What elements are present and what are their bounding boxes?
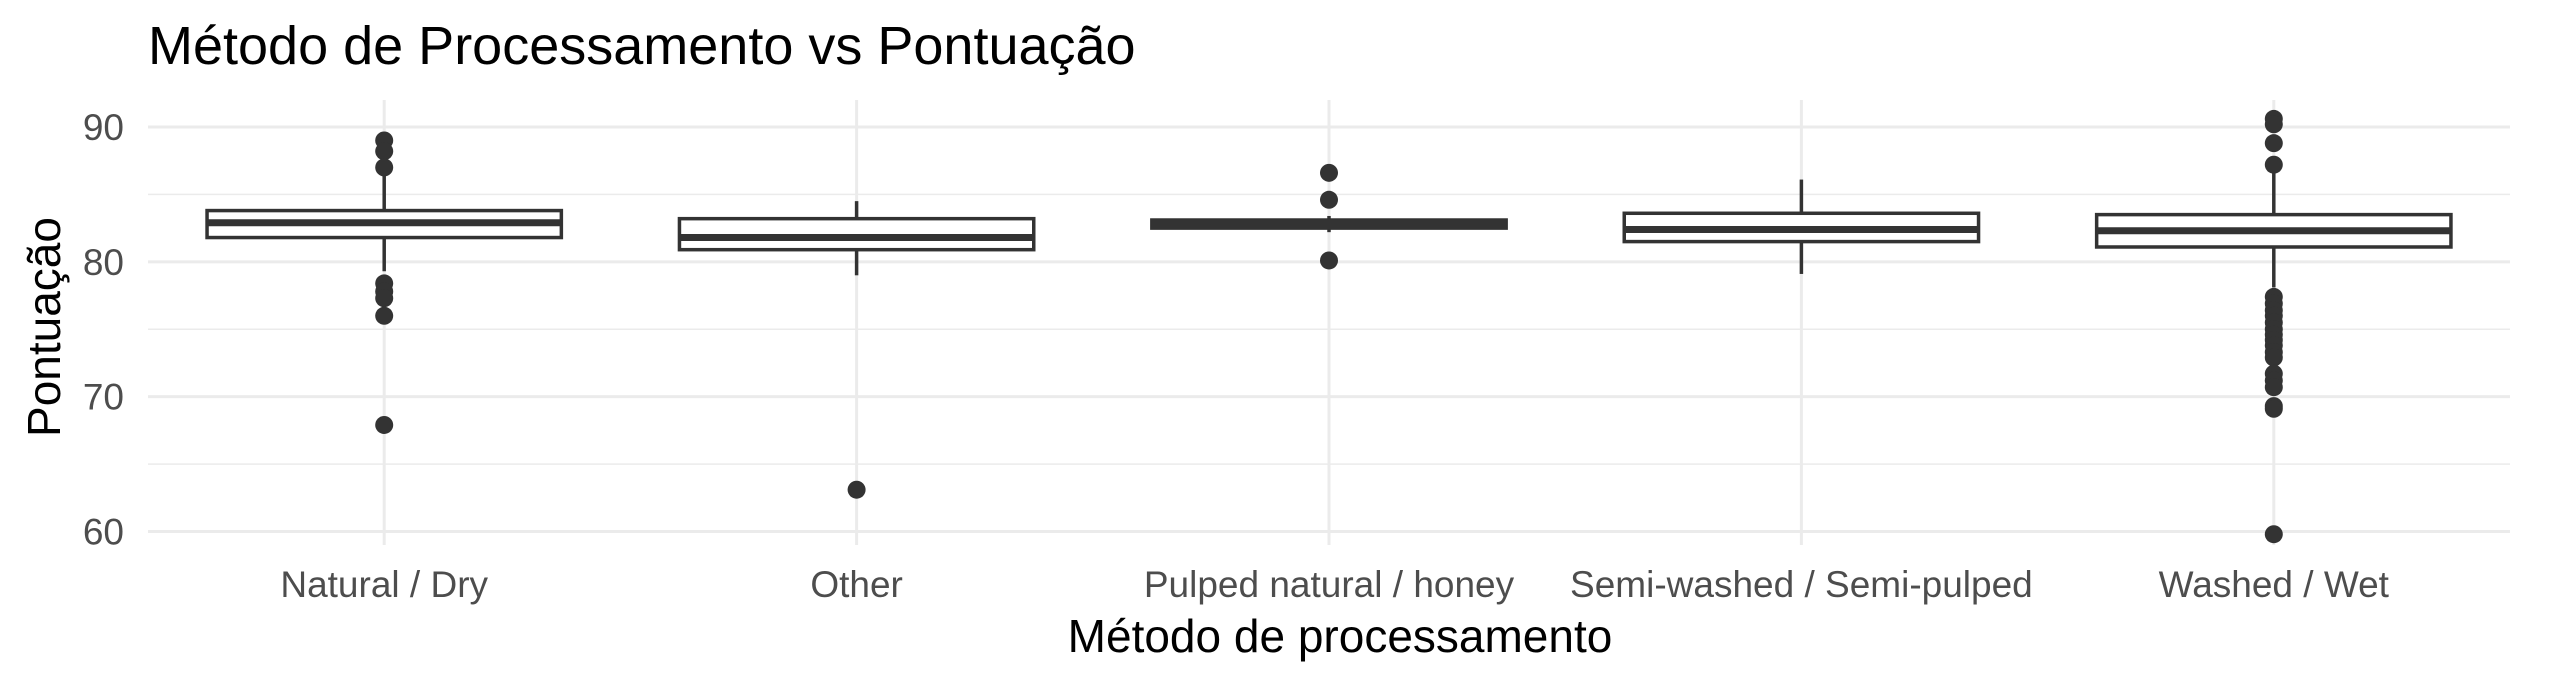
box-pulped-natural-honey	[1150, 163, 1508, 270]
outlier-point	[375, 142, 394, 161]
outlier-point	[375, 415, 394, 434]
y-tick-label: 70	[83, 377, 124, 418]
outlier-point	[2264, 348, 2283, 367]
x-tick-label: Natural / Dry	[280, 564, 488, 605]
y-tick-label: 80	[83, 242, 124, 283]
box-natural-dry	[205, 131, 564, 434]
outlier-point	[1320, 163, 1338, 182]
x-axis-tick-labels: Natural / Dry Other Pulped natural / honey…	[280, 564, 2389, 605]
outlier-point	[375, 158, 394, 177]
outlier-point	[2264, 378, 2283, 397]
box-series	[205, 109, 2453, 544]
chart-title: Método de Processamento vs Pontuação	[148, 16, 1136, 76]
box-semi-washed-semi-pulped	[1622, 179, 1981, 274]
outlier-point	[2264, 399, 2283, 418]
x-tick-label: Other	[810, 564, 903, 605]
outlier-point	[2264, 115, 2283, 134]
outlier-point	[2264, 525, 2283, 544]
x-tick-label: Washed / Wet	[2159, 564, 2390, 605]
box-washed-wet	[2094, 109, 2453, 544]
outlier-point	[375, 289, 394, 308]
outlier-point	[2264, 134, 2283, 153]
box-other	[677, 201, 1036, 499]
x-tick-label: Pulped natural / honey	[1144, 564, 1515, 605]
outlier-point	[847, 480, 866, 499]
y-axis-title: Pontuação	[18, 217, 70, 437]
y-tick-label: 90	[83, 107, 124, 148]
x-tick-label: Semi-washed / Semi-pulped	[1570, 564, 2033, 605]
outlier-point	[1320, 251, 1338, 270]
outlier-point	[2264, 155, 2283, 174]
y-tick-label: 60	[83, 512, 124, 553]
x-axis-title: Método de processamento	[1068, 610, 1613, 662]
outlier-point	[1320, 190, 1338, 209]
outlier-point	[375, 306, 394, 325]
y-axis-tick-labels: 60 70 80 90	[83, 107, 124, 553]
